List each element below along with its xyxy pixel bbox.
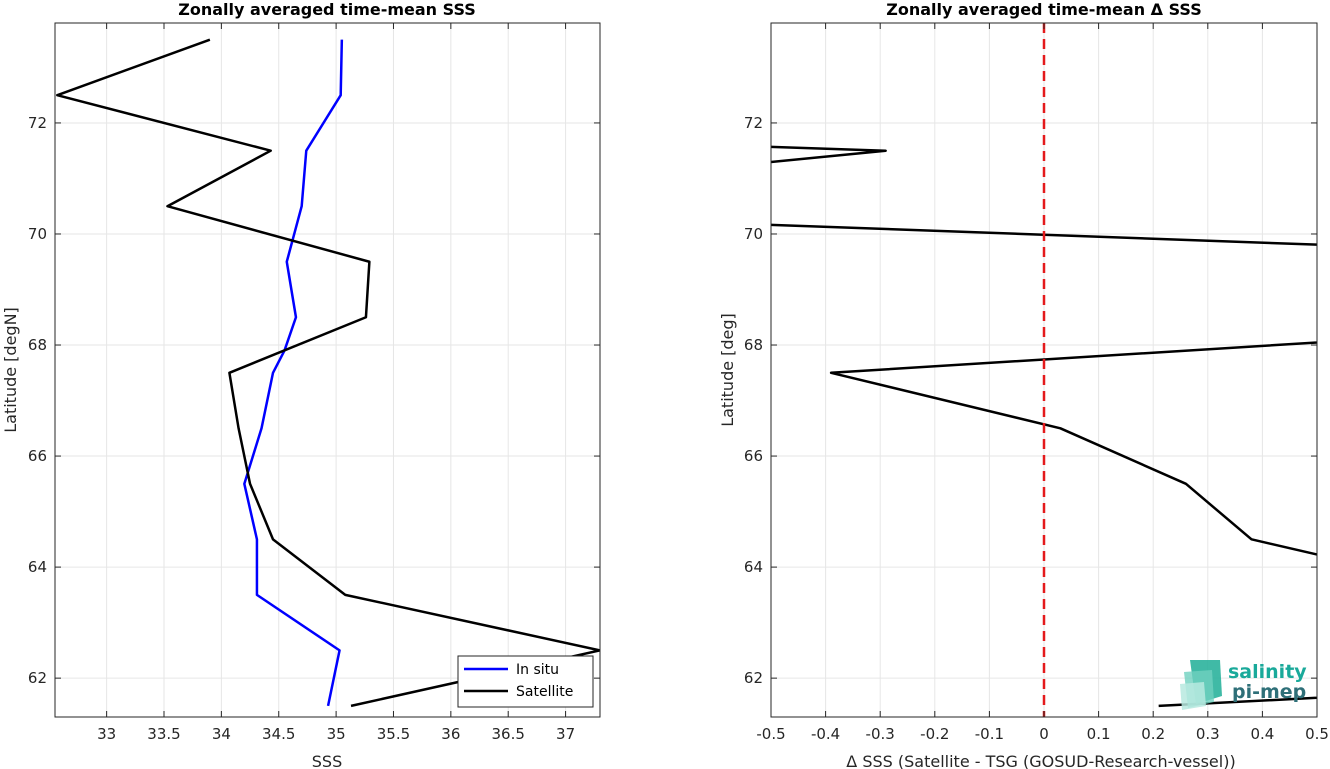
sss-xtick-label-35: 35 <box>327 725 346 743</box>
delta-xtick-label-m0p2: -0.2 <box>920 725 949 743</box>
delta-xtick-label-m0p1: -0.1 <box>975 725 1004 743</box>
legend-in-situ-label: In situ <box>516 662 559 678</box>
delta-ytick-label-68: 68 <box>744 336 763 354</box>
sss-panel: 33 33.5 34 34.5 35 35.5 36 36.5 37 62 64 66 68 70 72 Z… <box>1 0 601 769</box>
logo-line2: pi-mep <box>1232 681 1306 703</box>
sss-title: Zonally averaged time-mean SSS <box>178 0 476 19</box>
sss-ytick-label-62: 62 <box>28 669 47 687</box>
delta-xtick-label-m0p5: -0.5 <box>756 725 785 743</box>
sss-ticks: 33 33.5 34 34.5 35 35.5 36 36.5 37 62 64 66 68 70 72 <box>28 23 600 743</box>
sss-satellite-line <box>56 38 600 708</box>
legend-satellite-label: Satellite <box>516 684 573 700</box>
waves-icon <box>1180 660 1222 710</box>
salinity-pi-mep-logo: salinity pi-mep <box>1180 660 1307 710</box>
sss-xtick-label-33p5: 33.5 <box>147 725 180 743</box>
delta-ytick-label-70: 70 <box>744 225 763 243</box>
delta-xtick-label-0p3: 0.3 <box>1196 725 1220 743</box>
delta-series-0-line <box>771 145 1317 708</box>
delta-ytick-label-64: 64 <box>744 558 763 576</box>
delta-xtick-label-0p4: 0.4 <box>1250 725 1274 743</box>
legend: In situ Satellite <box>457 655 594 708</box>
delta-xtick-label-0p5: 0.5 <box>1305 725 1329 743</box>
delta-sss-panel: -0.5 -0.4 -0.3 -0.2 -0.1 0 0.1 0.2 0.3 0.4 0.5 62 64… <box>718 0 1329 769</box>
delta-ticks: -0.5 -0.4 -0.3 -0.2 -0.1 0 0.1 0.2 0.3 0.4 0.5 62 64… <box>744 23 1329 743</box>
delta-xtick-label-0p1: 0.1 <box>1087 725 1111 743</box>
delta-xtick-label-0p2: 0.2 <box>1141 725 1165 743</box>
sss-ytick-label-64: 64 <box>28 558 47 576</box>
sss-xtick-label-34: 34 <box>212 725 231 743</box>
sss-xtick-label-35p5: 35.5 <box>377 725 410 743</box>
sss-plot-area <box>55 23 600 717</box>
sss-xtick-label-37: 37 <box>556 725 575 743</box>
sss-xtick-label-36: 36 <box>441 725 460 743</box>
legend-box <box>457 655 594 708</box>
delta-data <box>771 23 1317 717</box>
sss-ytick-label-70: 70 <box>28 225 47 243</box>
sss-y-axis-label: Latitude [degN] <box>1 307 20 433</box>
sss-data <box>56 38 600 708</box>
sss-x-axis-label: SSS <box>312 752 342 769</box>
sss-xtick-label-36p5: 36.5 <box>492 725 525 743</box>
sss-ytick-label-68: 68 <box>28 336 47 354</box>
logo-line1: salinity <box>1228 661 1307 683</box>
delta-title: Zonally averaged time-mean Δ SSS <box>886 0 1202 19</box>
delta-xtick-label-m0p4: -0.4 <box>811 725 840 743</box>
delta-y-axis-label: Latitude [deg] <box>718 313 737 427</box>
delta-xtick-label-0: 0 <box>1039 725 1049 743</box>
delta-x-axis-label: Δ SSS (Satellite - TSG (GOSUD-Research-v… <box>846 752 1235 769</box>
delta-ytick-label-62: 62 <box>744 669 763 687</box>
delta-ytick-label-66: 66 <box>744 447 763 465</box>
sss-xtick-label-34p5: 34.5 <box>262 725 295 743</box>
delta-xtick-label-m0p3: -0.3 <box>866 725 895 743</box>
sss-ytick-label-72: 72 <box>28 114 47 132</box>
sss-axes-box <box>54 22 601 718</box>
sss-in-situ-line <box>243 39 344 707</box>
sss-grid <box>55 23 600 717</box>
sss-ytick-label-66: 66 <box>28 447 47 465</box>
delta-ytick-label-72: 72 <box>744 114 763 132</box>
sss-xtick-label-33: 33 <box>97 725 116 743</box>
